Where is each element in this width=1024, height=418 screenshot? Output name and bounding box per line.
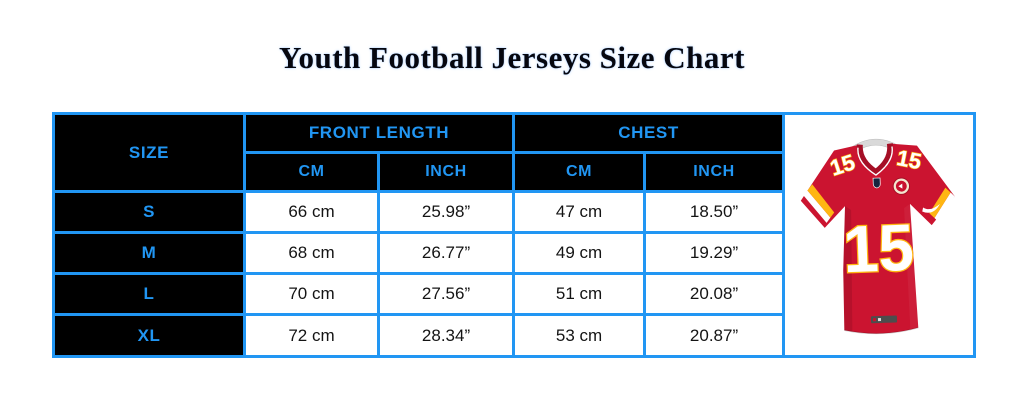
table-row-xl: XL 72 cm 28.34” 53 cm 20.87” xyxy=(52,313,975,358)
front-length-inch-value: 28.34” xyxy=(376,313,516,358)
jersey-shading-left xyxy=(843,206,853,331)
size-label: L xyxy=(52,272,246,316)
size-label: M xyxy=(52,231,246,275)
chest-cm-value: 47 cm xyxy=(512,190,647,234)
jock-tag-mark xyxy=(872,318,877,322)
header-front-length: FRONT LENGTH xyxy=(242,112,516,154)
header-chest: CHEST xyxy=(512,112,786,154)
right-sleeve-white-stripe xyxy=(934,192,955,222)
subheader-front-inch: INCH xyxy=(376,151,516,193)
chest-inch-value: 20.08” xyxy=(643,272,786,316)
jersey-hem xyxy=(844,327,919,335)
front-length-cm-value: 66 cm xyxy=(243,190,380,234)
header-size: SIZE xyxy=(52,112,246,193)
jersey-illustration: 15 15 15 xyxy=(800,138,955,335)
front-length-cm-value: 68 cm xyxy=(243,231,380,275)
table-row-l: L 70 cm 27.56” 51 cm 20.08” xyxy=(52,272,975,316)
team-patch-arrow xyxy=(898,183,903,189)
chest-inch-value: 19.29” xyxy=(643,231,786,275)
jersey-product-image: 15 15 15 xyxy=(785,117,973,354)
jersey-shading-right xyxy=(904,203,919,329)
subheader-front-cm: CM xyxy=(243,151,380,193)
collar-piping xyxy=(857,146,893,176)
subheader-chest-inch: INCH xyxy=(643,151,786,193)
left-sleeve-gold-stripe xyxy=(807,184,835,218)
chest-inch-value: 18.50” xyxy=(643,190,786,234)
front-length-inch-value: 26.77” xyxy=(376,231,516,275)
size-label: XL xyxy=(52,313,246,358)
jock-tag xyxy=(870,315,898,324)
right-shoulder-number: 15 xyxy=(895,145,924,174)
size-chart-container: SIZE FRONT LENGTH CHEST xyxy=(52,112,1024,358)
nike-swoosh-icon xyxy=(922,203,941,213)
front-length-cm-value: 70 cm xyxy=(243,272,380,316)
jock-tag-mark xyxy=(877,317,882,322)
collar-trim xyxy=(856,143,894,176)
nfl-shield-logo xyxy=(872,177,881,189)
chest-inch-value: 20.87” xyxy=(643,313,786,358)
chest-cm-value: 51 cm xyxy=(512,272,647,316)
table-row-m: M 68 cm 26.77” 49 cm 19.29” xyxy=(52,231,975,275)
chest-cm-value: 53 cm xyxy=(512,313,647,358)
subheader-chest-cm: CM xyxy=(512,151,647,193)
jersey-product-image-cell: 15 15 15 xyxy=(782,112,977,358)
left-sleeve-white-stripe xyxy=(803,190,831,223)
front-length-inch-value: 25.98” xyxy=(376,190,516,234)
page-title: Youth Football Jerseys Size Chart xyxy=(279,40,745,75)
size-chart-table: SIZE FRONT LENGTH CHEST xyxy=(52,112,977,358)
table-row-s: S 66 cm 25.98” 47 cm 18.50” xyxy=(52,190,975,234)
chest-number: 15 xyxy=(842,210,915,287)
size-label: S xyxy=(52,190,246,234)
front-length-inch-value: 27.56” xyxy=(376,272,516,316)
front-length-cm-value: 72 cm xyxy=(243,313,380,358)
jersey-body xyxy=(800,143,955,334)
chest-cm-value: 49 cm xyxy=(512,231,647,275)
